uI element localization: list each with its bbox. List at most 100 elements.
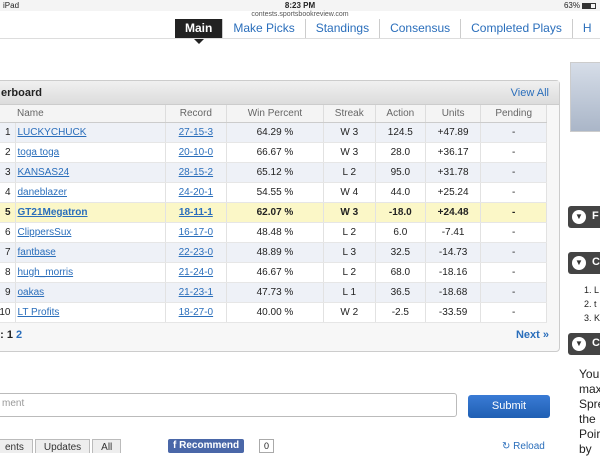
list-item[interactable]: 1. L bbox=[584, 285, 600, 295]
action-cell: 28.0 bbox=[375, 142, 426, 163]
tab-more[interactable]: H bbox=[573, 19, 600, 38]
reload-link[interactable]: ↻ Reload bbox=[502, 441, 545, 452]
header-record: Record bbox=[165, 105, 228, 123]
header-name: Name bbox=[0, 105, 166, 123]
leaderboard-panel: erboard View All Name Record Win Percent… bbox=[0, 80, 560, 352]
next-page-link[interactable]: Next » bbox=[516, 329, 549, 341]
device-label: iPad bbox=[3, 1, 20, 10]
nav-divider bbox=[0, 38, 600, 39]
units-cell: +31.78 bbox=[425, 162, 482, 183]
sidebar-text-line: Spre bbox=[579, 397, 600, 411]
tab-make-picks[interactable]: Make Picks bbox=[223, 19, 306, 38]
url-bar[interactable]: contests.sportsbookreview.com bbox=[251, 11, 349, 18]
player-link[interactable]: LUCKYCHUCK bbox=[17, 126, 87, 138]
rank-cell: 10 bbox=[0, 302, 16, 323]
record-link[interactable]: 16-17-0 bbox=[178, 226, 214, 238]
record-link[interactable]: 18-11-1 bbox=[178, 206, 213, 218]
action-cell: 44.0 bbox=[375, 182, 426, 203]
page-2-link[interactable]: 2 bbox=[16, 329, 23, 341]
facebook-recommend-button[interactable]: f Recommend bbox=[168, 439, 245, 453]
win-percent-cell: 54.55 % bbox=[226, 182, 324, 203]
record-cell: 20-10-0 bbox=[165, 142, 228, 163]
units-cell: +24.48 bbox=[425, 202, 482, 223]
record-link[interactable]: 22-23-0 bbox=[178, 246, 214, 258]
sidebar-section-3[interactable]: ▼ C bbox=[568, 333, 600, 355]
player-link[interactable]: ClippersSux bbox=[17, 226, 72, 238]
rank-cell: 3 bbox=[0, 162, 16, 183]
tab-completed-plays[interactable]: Completed Plays bbox=[461, 19, 573, 38]
action-cell: -18.0 bbox=[375, 202, 426, 223]
view-all-link[interactable]: View All bbox=[510, 87, 549, 99]
pending-cell: - bbox=[480, 182, 547, 203]
player-link[interactable]: oakas bbox=[17, 286, 45, 298]
table-row: 6 ClippersSux 16-17-0 48.48 % L 2 6.0 -7.41- bbox=[0, 222, 547, 243]
pages-label: s: bbox=[0, 329, 4, 341]
clock: 8:23 PM bbox=[284, 1, 316, 10]
streak-cell: L 2 bbox=[323, 262, 376, 283]
page-1[interactable]: 1 bbox=[6, 329, 13, 341]
submit-button[interactable]: Submit bbox=[468, 395, 550, 418]
header-win-percent: Win Percent bbox=[226, 105, 324, 123]
record-link[interactable]: 27-15-3 bbox=[178, 126, 214, 138]
record-link[interactable]: 24-20-1 bbox=[178, 186, 214, 198]
sidebar-section-2[interactable]: ▼ C bbox=[568, 252, 600, 274]
win-percent-cell: 46.67 % bbox=[226, 262, 324, 283]
record-link[interactable]: 21-23-1 bbox=[178, 286, 214, 298]
header-streak: Streak bbox=[323, 105, 376, 123]
sidebar-text-line: Poir bbox=[579, 427, 600, 441]
player-link[interactable]: KANSAS24 bbox=[17, 166, 70, 178]
sidebar-text: You max Spre the Poir by bbox=[579, 367, 600, 457]
rank-cell: 7 bbox=[0, 242, 16, 263]
record-cell: 27-15-3 bbox=[165, 122, 228, 143]
record-link[interactable]: 18-27-0 bbox=[178, 306, 214, 318]
action-cell: 6.0 bbox=[375, 222, 426, 243]
tab-main[interactable]: Main bbox=[175, 19, 224, 44]
sidebar-section-2-label: C bbox=[592, 256, 600, 268]
tab-updates[interactable]: Updates bbox=[34, 439, 91, 453]
tab-all[interactable]: All bbox=[92, 439, 122, 453]
name-cell: LT Profits bbox=[15, 302, 166, 323]
list-item[interactable]: 3. K bbox=[584, 313, 600, 323]
rank-cell: 4 bbox=[0, 182, 16, 203]
player-link[interactable]: toga toga bbox=[17, 146, 60, 158]
pending-cell: - bbox=[480, 122, 547, 143]
rank-cell: 8 bbox=[0, 262, 16, 283]
table-row: 9 oakas 21-23-1 47.73 % L 1 36.5 -18.68- bbox=[0, 282, 547, 303]
pending-cell: - bbox=[480, 302, 547, 323]
streak-cell: W 2 bbox=[323, 302, 376, 323]
next-label: Next bbox=[515, 329, 540, 341]
player-link[interactable]: hugh_morris bbox=[17, 266, 74, 278]
player-link[interactable]: fantbase bbox=[17, 246, 56, 258]
record-link[interactable]: 20-10-0 bbox=[178, 146, 214, 158]
avatar bbox=[570, 62, 600, 132]
record-cell: 28-15-2 bbox=[165, 162, 228, 183]
player-link[interactable]: GT21Megatron bbox=[17, 206, 88, 218]
streak-cell: L 3 bbox=[323, 242, 376, 263]
tab-standings[interactable]: Standings bbox=[306, 19, 381, 38]
tab-consensus[interactable]: Consensus bbox=[380, 19, 462, 38]
pending-cell: - bbox=[480, 222, 547, 243]
record-link[interactable]: 21-24-0 bbox=[178, 266, 214, 278]
player-link[interactable]: LT Profits bbox=[17, 306, 60, 318]
streak-cell: W 3 bbox=[323, 142, 376, 163]
list-item[interactable]: 2. t bbox=[584, 299, 597, 309]
table-row: 7 fantbase 22-23-0 48.89 % L 3 32.5 -14.73- bbox=[0, 242, 547, 263]
battery-indicator: 63% bbox=[564, 1, 596, 10]
win-percent-cell: 40.00 % bbox=[226, 302, 324, 323]
rank-cell: 1 bbox=[0, 122, 16, 143]
record-link[interactable]: 28-15-2 bbox=[178, 166, 214, 178]
name-cell: LUCKYCHUCK bbox=[15, 122, 166, 143]
streak-cell: W 3 bbox=[323, 202, 376, 223]
leaderboard-table: Name Record Win Percent Streak Action Un… bbox=[0, 105, 547, 323]
record-cell: 24-20-1 bbox=[165, 182, 228, 203]
sidebar-text-line: max bbox=[579, 382, 600, 396]
sidebar-section-1[interactable]: ▼ F bbox=[568, 206, 600, 228]
tab-comments[interactable]: ents bbox=[0, 439, 33, 453]
streak-cell: W 3 bbox=[323, 122, 376, 143]
player-link[interactable]: daneblazer bbox=[17, 186, 67, 198]
comment-input[interactable]: ment bbox=[0, 393, 457, 417]
table-row: 5 GT21Megatron 18-11-1 62.07 % W 3 -18.0 +24.4… bbox=[0, 202, 547, 223]
streak-cell: L 1 bbox=[323, 282, 376, 303]
top-nav: Main Make Picks Standings Consensus Comp… bbox=[175, 19, 600, 44]
header-units: Units bbox=[425, 105, 482, 123]
